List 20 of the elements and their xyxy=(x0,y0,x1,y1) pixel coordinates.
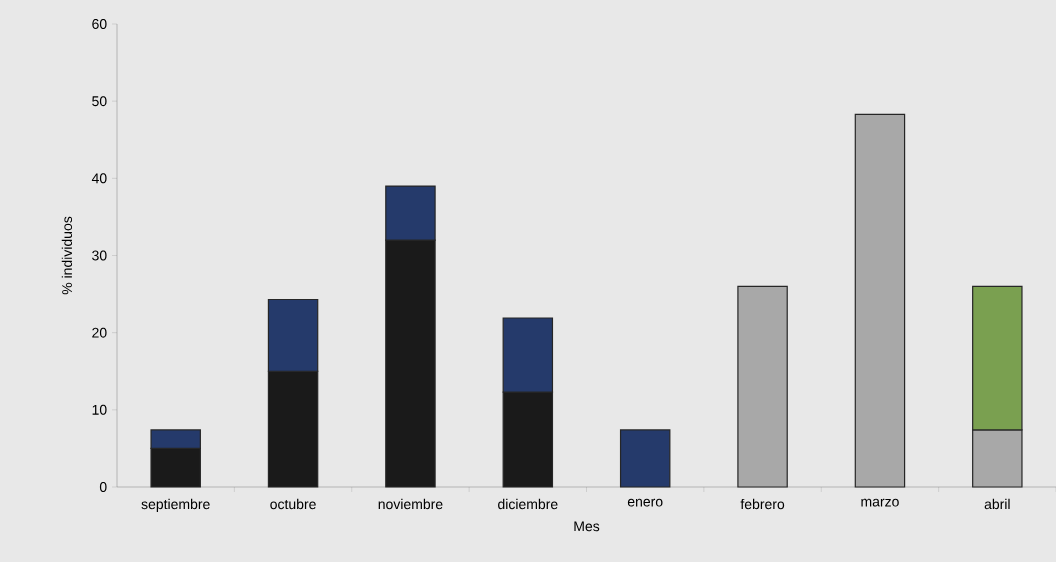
bar xyxy=(854,113,906,488)
x-tick-label: octubre xyxy=(270,498,316,510)
x-tick-label: abril xyxy=(984,498,1010,510)
x-tick-label: enero xyxy=(627,498,663,507)
y-tick-label: 0 xyxy=(99,482,107,492)
x-tick-label: febrero xyxy=(740,498,785,510)
y-tick-label: 40 xyxy=(91,173,107,184)
x-tick-label: septiembre xyxy=(141,498,210,512)
y-tick-label: 30 xyxy=(92,250,107,261)
x-tick-label: diciembre xyxy=(498,498,558,510)
bar xyxy=(619,429,671,488)
y-axis-title: % individuos xyxy=(61,216,73,295)
x-axis-title: Mes xyxy=(574,521,600,532)
y-tick-label: 50 xyxy=(92,96,107,107)
y-tick-label: 20 xyxy=(92,327,107,338)
x-tick-label: marzo xyxy=(861,498,899,507)
y-tick-label: 10 xyxy=(92,404,107,415)
y-tick-label: 60 xyxy=(92,19,107,29)
bar xyxy=(737,285,788,488)
x-tick-label: noviembre xyxy=(378,498,443,510)
